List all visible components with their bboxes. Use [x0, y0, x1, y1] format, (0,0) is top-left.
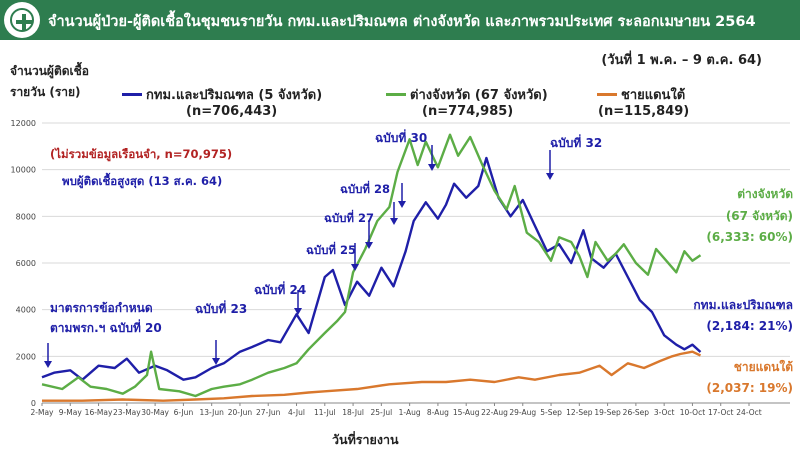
x-tick-label: 4-Jul — [288, 408, 305, 417]
page-title: จำนวนผู้ป่วย-ผู้ติดเชื้อในชุมชนรายวัน กท… — [48, 14, 756, 30]
x-tick-label: 11-Jul — [314, 408, 336, 417]
annotation-label: ฉบับที่ 32 — [550, 134, 602, 150]
x-tick-label: 10-Oct — [680, 408, 705, 417]
annotation-label: ต่างจังหวัด — [737, 187, 793, 201]
x-tick-label: 24-Oct — [736, 408, 761, 417]
annotation-label: (2,184: 21%) — [706, 319, 793, 333]
annotation-label: ตามพรก.ฯ ฉบับที่ 20 — [50, 319, 162, 335]
legend-total-provinces: (n=774,985) — [422, 104, 514, 119]
x-tick-label: 15-Aug — [453, 408, 480, 417]
logo-cross-horizontal — [16, 20, 32, 24]
x-tick-label: 16-May — [85, 408, 113, 417]
announcement-arrow-head — [365, 242, 373, 249]
x-tick-label: 2-May — [31, 408, 55, 417]
annotation-label: ฉบับที่ 28 — [340, 180, 390, 196]
legend-line-provinces — [386, 93, 406, 96]
y-tick-label: 12000 — [11, 119, 36, 128]
x-tick-label: 20-Jun — [228, 408, 253, 417]
date-range-label: (วันที่ 1 พ.ค. – 9 ต.ค. 64) — [601, 53, 762, 68]
series-line-provinces — [41, 133, 702, 398]
annotation-label: (67 จังหวัด) — [726, 209, 793, 223]
y-tick-label: 8000 — [16, 212, 36, 221]
x-tick-label: 17-Oct — [708, 408, 733, 417]
x-tick-label: 6-Jun — [174, 408, 194, 417]
announcement-arrow-head — [390, 218, 398, 225]
x-tick-label: 9-May — [59, 408, 83, 417]
annotation-label: (2,037: 19%) — [706, 381, 793, 395]
announcement-arrow-head — [546, 173, 554, 180]
legend-name-south-border: ชายแดนใต้ — [621, 88, 686, 103]
x-tick-label: 3-Oct — [654, 408, 675, 417]
annotation-label: ฉบับที่ 25 — [306, 241, 356, 257]
x-tick-label: 13-Jun — [199, 408, 224, 417]
legend-name-provinces: ต่างจังหวัด (67 จังหวัด) — [410, 88, 548, 103]
x-tick-label: 19-Sep — [594, 408, 621, 417]
x-tick-label: 22-Aug — [481, 408, 508, 417]
legend-name-bangkok: กทม.และปริมณฑล (5 จังหวัด) — [146, 88, 323, 103]
y-tick-label: 0 — [31, 399, 36, 408]
annotation-label: มาตรการข้อกำหนด — [50, 301, 153, 315]
annotation-label: ฉบับที่ 24 — [254, 281, 306, 297]
x-tick-label: 8-Aug — [427, 408, 449, 417]
legend-total-bangkok: (n=706,443) — [186, 104, 278, 119]
announcement-arrow-head — [212, 358, 220, 365]
annotation-label: พบผู้ติดเชื้อสูงสุด (13 ส.ค. 64) — [62, 172, 222, 189]
x-tick-label: 18-Jul — [342, 408, 364, 417]
series-line-south-border — [42, 350, 702, 402]
annotation-label: กทม.และปริมณฑล — [693, 298, 793, 312]
x-tick-label: 26-Sep — [623, 408, 650, 417]
annotation-label: (ไม่รวมข้อมูลเรือนจำ, n=70,975) — [50, 147, 232, 162]
y-unit-label-line2: รายวัน (ราย) — [10, 85, 81, 99]
y-tick-label: 4000 — [16, 306, 36, 315]
ministry-logo — [4, 2, 40, 38]
annotation-label: ฉบับที่ 23 — [195, 300, 247, 316]
annotation-label: (6,333: 60%) — [706, 230, 793, 244]
y-tick-label: 2000 — [16, 352, 36, 361]
header-bar: จำนวนผู้ป่วย-ผู้ติดเชื้อในชุมชนรายวัน กท… — [0, 0, 800, 40]
annotation-label: ฉบับที่ 30 — [375, 129, 427, 145]
announcement-arrow-head — [44, 361, 52, 368]
x-tick-label: 27-Jun — [256, 408, 281, 417]
x-tick-label: 5-Sep — [540, 408, 562, 417]
announcement-arrow-head — [398, 201, 406, 208]
annotation-label: ฉบับที่ 27 — [324, 209, 374, 225]
x-tick-label: 29-Aug — [509, 408, 536, 417]
y-tick-label: 10000 — [11, 166, 36, 175]
annotation-label: ชายแดนใต้ — [734, 359, 794, 374]
announcement-arrow-head — [294, 308, 302, 315]
logo-ring — [10, 8, 34, 32]
y-unit-label-line1: จำนวนผู้ติดเชื้อ — [10, 64, 89, 78]
x-tick-label: 12-Sep — [566, 408, 593, 417]
x-tick-label: 30-May — [141, 408, 169, 417]
announcement-arrow-head — [351, 264, 359, 271]
legend-line-bangkok — [122, 93, 142, 96]
series-line-bangkok — [41, 156, 702, 381]
x-tick-label: 1-Aug — [399, 408, 421, 417]
legend-line-south-border — [597, 93, 617, 96]
announcement-arrow-head — [428, 164, 436, 171]
x-tick-label: 23-May — [113, 408, 141, 417]
legend-total-south-border: (n=115,849) — [598, 104, 690, 119]
y-tick-label: 6000 — [16, 259, 36, 268]
x-axis-label: วันที่รายงาน — [332, 432, 399, 447]
x-tick-label: 25-Jul — [371, 408, 393, 417]
